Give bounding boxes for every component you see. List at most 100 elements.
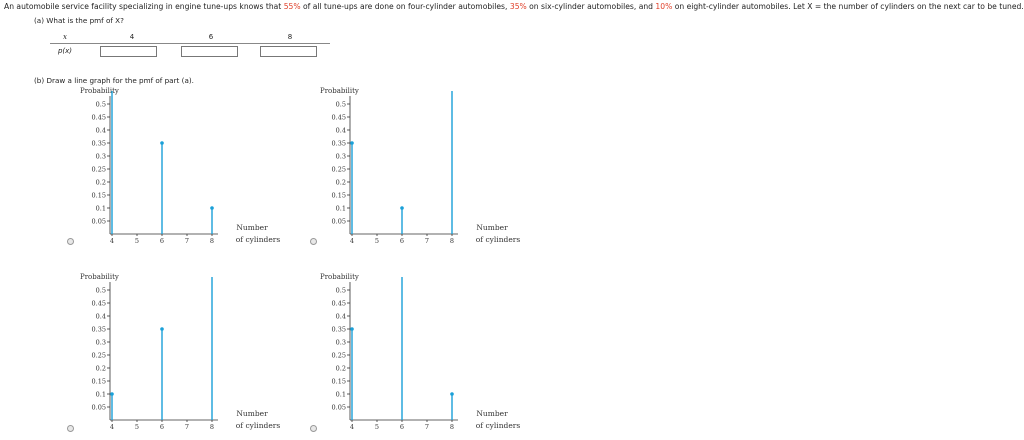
y-tick-label: 0.45	[332, 300, 346, 308]
x-tick-label: 5	[375, 237, 379, 245]
y-tick-label: 0.1	[336, 391, 346, 399]
pmf-table: x 4 6 8 p(x)	[50, 31, 330, 61]
p-input-4[interactable]	[100, 46, 157, 57]
y-tick-label: 0.2	[96, 179, 106, 187]
y-tick-label: 0.3	[336, 153, 346, 161]
graph-option-b: Probability 0.05 0.1 0.15 0.2 0.25 0.3 0.35 0.4 0…	[300, 84, 560, 254]
y-tick-label: 0.15	[332, 192, 346, 200]
y-tick-label: 0.5	[336, 101, 346, 109]
highlight-percent: 35%	[509, 2, 527, 11]
graph-option-a: Probability 0.05 0.1 0.15 0.2 0.25 0.3 0.35 0.4 0…	[60, 84, 320, 254]
radio-option-b[interactable]	[310, 238, 317, 245]
x-tick-label: 4	[350, 237, 354, 245]
x-value-6: 6	[208, 33, 214, 41]
y-tick-label: 0.25	[92, 352, 106, 360]
y-tick-label: 0.3	[96, 339, 106, 347]
question-fragment: X	[807, 2, 813, 11]
y-tick-label: 0.3	[96, 153, 106, 161]
x-tick-label: 6	[160, 237, 164, 245]
stem-marker-x4	[110, 392, 114, 396]
y-tick-label: 0.1	[336, 205, 346, 213]
x-tick-label: 6	[400, 237, 404, 245]
x-axis-label-line1: Number	[476, 409, 508, 418]
stem-marker-x6	[160, 327, 164, 331]
graph-option-d: Probability 0.05 0.1 0.15 0.2 0.25 0.3 0.35 0.4 0…	[300, 270, 560, 440]
x-tick-label: 5	[135, 237, 139, 245]
question-fragment: = the number of cylinders on the next ca…	[812, 2, 1024, 11]
x-axis-label-line2: of cylinders	[236, 421, 281, 430]
y-tick-label: 0.4	[96, 313, 106, 321]
stem-marker-x6	[400, 206, 404, 210]
radio-option-c[interactable]	[67, 425, 74, 432]
x-tick-label: 8	[450, 237, 454, 245]
p-input-6[interactable]	[181, 46, 238, 57]
x-tick-label: 7	[185, 423, 189, 431]
x-axis-label-line2: of cylinders	[476, 421, 521, 430]
graph-option-d-svg: Probability 0.05 0.1 0.15 0.2 0.25 0.3 0.35 0.4 0…	[320, 273, 521, 431]
x-tick-label: 7	[425, 423, 429, 431]
x-axis-label-line2: of cylinders	[476, 235, 521, 244]
stem-marker-x8	[210, 206, 214, 210]
y-tick-label: 0.35	[332, 140, 346, 148]
y-tick-label: 0.35	[92, 326, 106, 334]
y-tick-label: 0.1	[96, 391, 106, 399]
p-input-8[interactable]	[260, 46, 317, 57]
y-tick-label: 0.1	[96, 205, 106, 213]
y-tick-label: 0.4	[336, 127, 346, 135]
y-tick-label: 0.15	[332, 378, 346, 386]
graph-option-b-svg: Probability 0.05 0.1 0.15 0.2 0.25 0.3 0.35 0.4 0…	[320, 87, 521, 245]
y-axis-label: Probability	[320, 87, 359, 95]
p-header: p(x)	[57, 47, 73, 55]
y-tick-label: 0.15	[92, 192, 106, 200]
y-tick-label: 0.05	[332, 218, 346, 226]
stem-marker-x4	[350, 141, 354, 145]
question-text: An automobile service facility specializ…	[4, 2, 1024, 11]
stem-marker-x4	[350, 327, 354, 331]
x-tick-label: 4	[110, 237, 114, 245]
x-tick-label: 4	[110, 423, 114, 431]
x-tick-label: 6	[400, 423, 404, 431]
x-tick-label: 6	[160, 423, 164, 431]
y-tick-label: 0.05	[332, 404, 346, 412]
y-axis-label: Probability	[320, 273, 359, 281]
x-tick-label: 8	[210, 423, 214, 431]
question-fragment: on six-cylinder automobiles, and	[526, 2, 656, 11]
x-tick-label: 5	[375, 423, 379, 431]
graph-option-c-svg: Probability 0.05 0.1 0.15 0.2 0.25 0.3 0.35 0.4 0…	[80, 273, 281, 431]
highlight-percent: 55%	[283, 2, 301, 11]
y-tick-label: 0.5	[336, 287, 346, 295]
part-b-label: (b) Draw a line graph for the pmf of par…	[34, 76, 194, 85]
y-tick-label: 0.4	[96, 127, 106, 135]
radio-option-d[interactable]	[310, 425, 317, 432]
y-tick-label: 0.4	[336, 313, 346, 321]
pmf-header-row	[50, 31, 330, 44]
stem-marker-x6	[160, 141, 164, 145]
x-value-4: 4	[129, 33, 135, 41]
x-tick-label: 4	[350, 423, 354, 431]
radio-option-a[interactable]	[67, 238, 74, 245]
y-tick-label: 0.35	[92, 140, 106, 148]
y-tick-label: 0.2	[336, 179, 346, 187]
y-tick-label: 0.15	[92, 378, 106, 386]
x-axis-label-line1: Number	[476, 223, 508, 232]
y-tick-label: 0.25	[332, 166, 346, 174]
y-tick-label: 0.35	[332, 326, 346, 334]
y-tick-label: 0.05	[92, 404, 106, 412]
y-tick-label: 0.45	[92, 114, 106, 122]
x-tick-label: 7	[425, 237, 429, 245]
x-axis-label-line2: of cylinders	[236, 235, 281, 244]
part-a-label: (a) What is the pmf of X?	[34, 16, 124, 25]
y-tick-label: 0.45	[92, 300, 106, 308]
y-axis-label: Probability	[80, 87, 119, 95]
y-tick-label: 0.25	[92, 166, 106, 174]
y-tick-label: 0.3	[336, 339, 346, 347]
y-tick-label: 0.05	[92, 218, 106, 226]
graph-option-c: Probability 0.05 0.1 0.15 0.2 0.25 0.3 0.35 0.4 0…	[60, 270, 320, 440]
x-tick-label: 8	[210, 237, 214, 245]
question-fragment: of all tune-ups are done on four-cylinde…	[300, 2, 510, 11]
question-fragment: An automobile service facility specializ…	[4, 2, 284, 11]
x-value-8: 8	[287, 33, 293, 41]
y-tick-label: 0.2	[336, 365, 346, 373]
graph-option-a-svg: Probability 0.05 0.1 0.15 0.2 0.25 0.3 0.35 0.4 0…	[80, 87, 281, 245]
stem-marker-x8	[450, 392, 454, 396]
